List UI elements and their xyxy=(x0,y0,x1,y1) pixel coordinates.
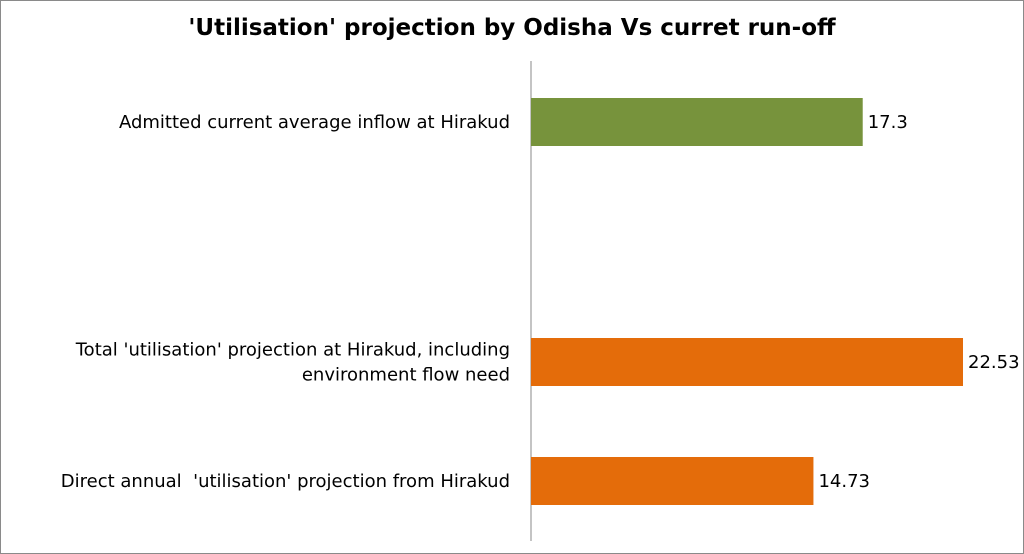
category-label-1: Admitted current average inflow at Hirak… xyxy=(119,112,510,133)
category-label-2-line-2: environment flow need xyxy=(302,365,510,386)
bar-2 xyxy=(531,338,963,386)
data-label-1: 17.3 xyxy=(868,112,908,133)
data-label-3: 14.73 xyxy=(818,471,870,492)
data-label-2: 22.53 xyxy=(968,352,1020,373)
category-label-2-line-1: Total 'utilisation' projection at Hiraku… xyxy=(75,340,510,361)
category-label-3: Direct annual 'utilisation' projection f… xyxy=(61,471,510,492)
bar-3 xyxy=(531,457,814,505)
bar-1 xyxy=(531,98,863,146)
chart-title: 'Utilisation' projection by Odisha Vs cu… xyxy=(188,15,836,41)
